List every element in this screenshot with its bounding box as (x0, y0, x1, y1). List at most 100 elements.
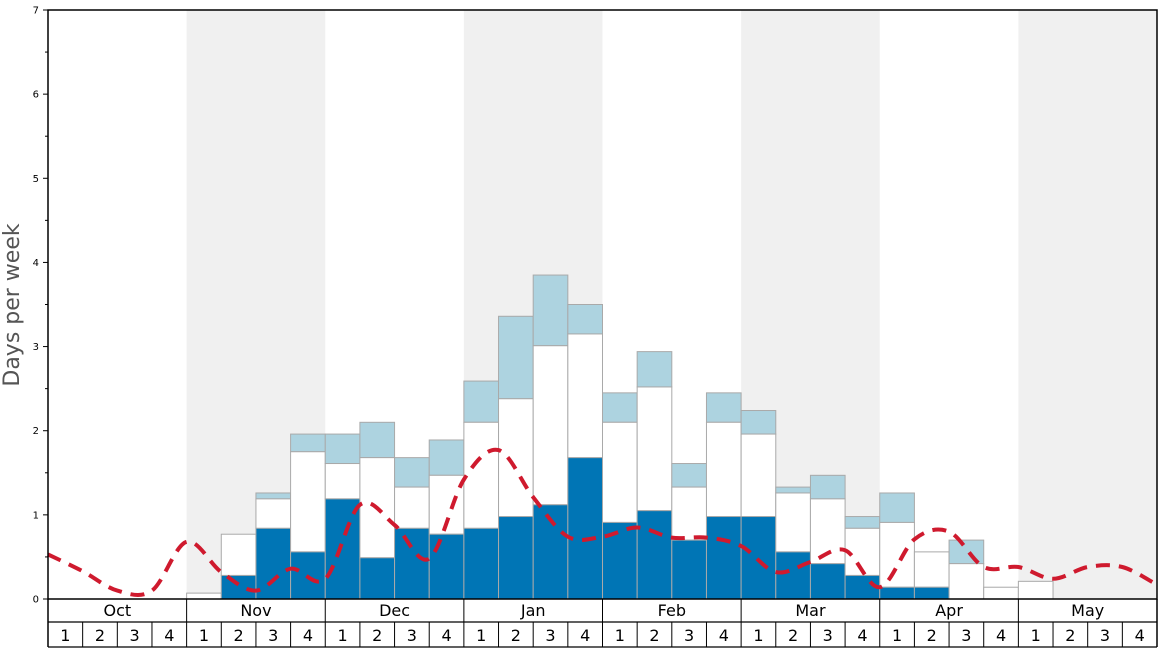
week-label: 3 (1100, 626, 1110, 645)
bar-white-segment (705, 421, 742, 518)
bar-white-segment (324, 463, 361, 500)
y-axis-label: Days per week (0, 223, 25, 386)
week-label: 2 (1065, 626, 1075, 645)
week-label: 1 (1031, 626, 1041, 645)
bar-white-segment (394, 486, 430, 529)
bar-dark-segment (428, 533, 465, 600)
month-band-may (1018, 10, 1157, 599)
bar-white-segment (498, 398, 534, 518)
bar-light-segment (255, 492, 292, 500)
bar-light-segment (671, 463, 707, 488)
y-tick-label: 5 (33, 174, 39, 185)
bar-white-segment (948, 563, 985, 600)
week-label: 2 (649, 626, 659, 645)
trend-line-group (47, 447, 1158, 598)
bar-light-segment (567, 304, 603, 335)
week-label: 1 (60, 626, 70, 645)
bar-white-segment (186, 592, 222, 600)
bar-dark-segment (290, 551, 326, 600)
y-tick-label: 6 (33, 90, 39, 101)
bar-light-segment (740, 410, 777, 435)
week-label: 3 (961, 626, 971, 645)
bar-light-segment (290, 433, 326, 453)
week-label: 1 (892, 626, 902, 645)
month-label: Mar (795, 601, 826, 620)
bar-white-segment (671, 486, 707, 541)
bar-light-segment (498, 315, 534, 400)
bar-dark-segment (498, 516, 534, 600)
bar-white-segment (775, 492, 811, 553)
week-label: 2 (788, 626, 798, 645)
bar-white-segment (463, 421, 500, 529)
bar-white-segment (636, 386, 673, 512)
bar-dark-segment (671, 539, 707, 600)
week-label: 2 (234, 626, 244, 645)
bars (186, 274, 1054, 600)
month-label: Oct (103, 601, 131, 620)
bar-dark-segment (255, 527, 292, 600)
bar-dark-segment (879, 586, 915, 600)
bar-light-segment (844, 516, 881, 529)
week-label: 4 (996, 626, 1006, 645)
y-tick-label: 4 (33, 258, 39, 269)
bar-white-segment (879, 521, 915, 588)
y-tick-label: 0 (33, 595, 39, 606)
week-label: 1 (476, 626, 486, 645)
week-label: 4 (1135, 626, 1145, 645)
month-label: Dec (379, 601, 410, 620)
bar-dark-segment (463, 527, 500, 600)
bar-dark-segment (220, 574, 257, 600)
bar-dark-segment (775, 551, 811, 600)
bar-light-segment (359, 421, 396, 459)
bar-light-segment (809, 474, 846, 500)
bar-light-segment (948, 539, 985, 565)
month-label: Jan (520, 601, 546, 620)
week-label: 2 (927, 626, 937, 645)
week-label: 4 (857, 626, 867, 645)
bar-dark-segment (636, 510, 673, 600)
bar-white-segment (740, 433, 777, 518)
bar-white-segment (532, 345, 569, 506)
y-tick-label: 1 (33, 510, 39, 521)
bar-light-segment (532, 274, 569, 347)
week-label: 1 (753, 626, 763, 645)
month-label: May (1071, 601, 1104, 620)
bar-dark-segment (567, 457, 603, 600)
month-label: Nov (240, 601, 271, 620)
week-label: 4 (164, 626, 174, 645)
bar-white-segment (913, 551, 950, 588)
bar-white-segment (255, 498, 292, 529)
week-label: 4 (719, 626, 729, 645)
week-label: 3 (130, 626, 140, 645)
bar-light-segment (394, 457, 430, 488)
week-label: 2 (372, 626, 382, 645)
bar-white-segment (567, 333, 603, 459)
week-label: 3 (545, 626, 555, 645)
month-label: Feb (658, 601, 686, 620)
bar-light-segment (636, 351, 673, 388)
y-tick-label: 2 (33, 426, 39, 437)
week-label: 3 (407, 626, 417, 645)
bar-dark-segment (705, 516, 742, 600)
trend-line (47, 447, 1158, 598)
bar-light-segment (775, 486, 811, 494)
y-tick-label: 7 (33, 6, 39, 17)
week-label: 3 (684, 626, 694, 645)
week-label: 4 (580, 626, 590, 645)
bar-dark-segment (913, 586, 950, 600)
week-label: 3 (268, 626, 278, 645)
bar-white-segment (602, 421, 638, 523)
bar-white-segment (220, 533, 257, 576)
bar-white-segment (983, 586, 1019, 600)
bar-dark-segment (809, 563, 846, 600)
week-label: 2 (95, 626, 105, 645)
bar-light-segment (705, 392, 742, 423)
y-axis: 0 1 2 3 4 5 6 7 (33, 6, 48, 606)
week-label: 3 (823, 626, 833, 645)
week-label: 4 (303, 626, 313, 645)
bar-light-segment (463, 380, 500, 423)
week-label: 1 (615, 626, 625, 645)
week-label: 1 (199, 626, 209, 645)
bar-dark-segment (394, 527, 430, 600)
x-axis: Oct 1 2 3 4 Nov 1 2 3 4 Dec 1 2 3 4 Jan 1 2 3 4 Feb 1 2 3 4 Mar 1 2… (47, 599, 1158, 648)
